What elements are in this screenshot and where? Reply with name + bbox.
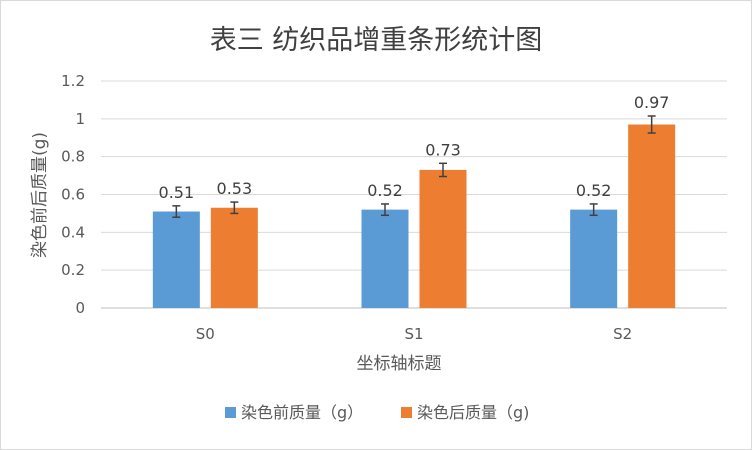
y-tick-label: 0: [75, 299, 85, 317]
x-axis-title: 坐标轴标题: [357, 354, 442, 374]
y-tick-label: 0.6: [61, 186, 85, 204]
legend-swatch: [401, 407, 412, 418]
bar-S2-series-1: [570, 209, 618, 308]
gridlines: [101, 80, 727, 309]
chart-title: 表三 纺织品增重条形统计图: [210, 25, 543, 56]
legend-item: 染色后质量（g): [401, 403, 529, 422]
bars: 0.51 0.53 0.52 0.73 0.52 0.97: [152, 93, 676, 308]
x-tick-label: S1: [404, 325, 423, 343]
y-tick-label: 0.2: [61, 261, 85, 279]
y-tick-label: 0.4: [61, 223, 85, 241]
legend-item: 染色前质量（g）: [225, 403, 363, 422]
data-label: 0.97: [634, 93, 670, 112]
x-tick-label: S2: [613, 325, 632, 343]
y-axis-ticks: 0 0.2 0.4 0.6 0.8 1 1.2: [61, 72, 85, 317]
legend-label: 染色前质量（g）: [241, 403, 363, 422]
legend-swatch: [225, 407, 236, 418]
y-axis-title: 染色前后质量(g): [30, 132, 50, 258]
bar-S0-series-2: [210, 207, 258, 308]
data-label: 0.73: [425, 140, 461, 159]
legend: 染色前质量（g） 染色后质量（g): [225, 403, 529, 422]
x-axis-ticks: S0 S1 S2: [196, 325, 632, 343]
y-tick-label: 1.2: [61, 72, 85, 90]
y-tick-label: 0.8: [61, 148, 85, 166]
bar-S0-series-1: [152, 211, 200, 308]
data-label: 0.51: [159, 183, 195, 202]
x-tick-label: S0: [196, 325, 215, 343]
bar-S2-series-2: [628, 124, 676, 308]
data-label: 0.53: [217, 179, 253, 198]
bar-S1-series-1: [361, 209, 409, 308]
bar-S1-series-2: [419, 169, 467, 308]
data-label: 0.52: [576, 181, 612, 200]
legend-label: 染色后质量（g): [417, 403, 529, 422]
y-tick-label: 1: [75, 110, 85, 128]
data-label: 0.52: [367, 181, 403, 200]
